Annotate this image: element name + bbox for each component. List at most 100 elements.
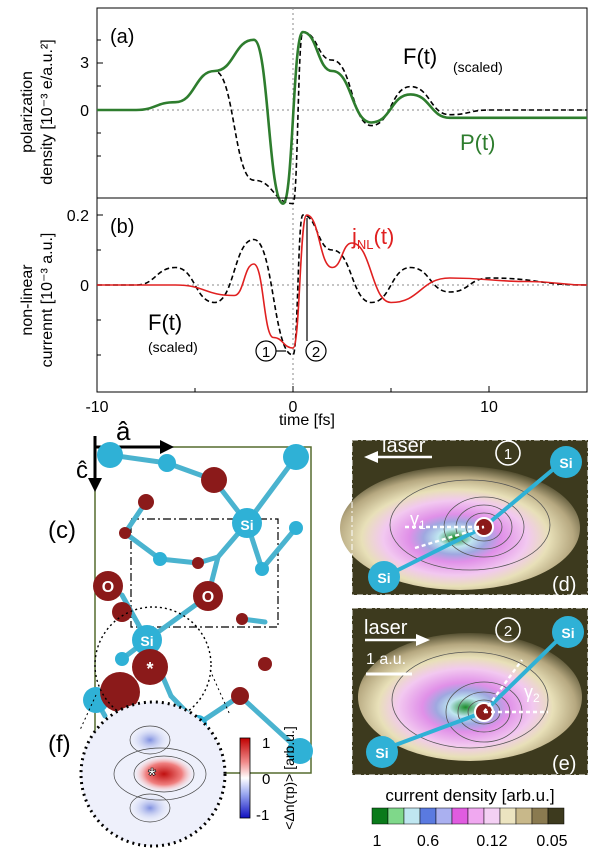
- panel-f-cbar-label: <Δn(τp)> [arb.u.]: [281, 726, 297, 830]
- panel-a-ytick-3: 3: [80, 55, 89, 72]
- xtick-0: 0: [289, 399, 298, 416]
- panel-b-ytick-02: 0.2: [67, 208, 89, 225]
- panel-d-laser: laser: [382, 435, 426, 457]
- panel-b-ylabel-line2: currennt [10⁻³ a.u.]: [39, 233, 56, 368]
- panel-e-laser: laser: [364, 617, 408, 639]
- axis-a-arrowhead: [160, 440, 174, 454]
- panel-f-star: *: [148, 765, 156, 787]
- panel-e-marker-text: 2: [504, 623, 512, 640]
- si-label-2: Si: [140, 633, 153, 649]
- panel-b-ytick-0: 0: [80, 278, 89, 295]
- panel-d: Si Si γ1 laser 1 (d): [340, 435, 589, 596]
- panel-d-bond-upper: [482, 460, 564, 529]
- axis-a-label: â: [116, 416, 131, 446]
- panel-e-marker: [495, 617, 521, 643]
- zoom-box: [130, 518, 279, 628]
- panel-c-label: (c): [48, 517, 76, 544]
- time-xticks: [96, 386, 490, 392]
- current-colorbar-tick-06: 0.6: [417, 833, 439, 850]
- axis-c-arrowhead: [88, 478, 102, 492]
- panel-d-frame: [351, 439, 589, 596]
- xtick-10: 10: [480, 399, 498, 416]
- density-lobe-top: [129, 725, 171, 755]
- panel-e-frame: [351, 607, 589, 776]
- panel-e-si-top-label: Si: [561, 625, 574, 641]
- panel-a-label: (a): [110, 26, 134, 48]
- panel-a-legend-pol: P(t): [460, 130, 495, 155]
- panel-e-contours: [391, 651, 549, 749]
- si-label: Si: [240, 517, 253, 533]
- current-colorbar-tick-005: 0.05: [536, 833, 567, 850]
- panel-b-legend-field-note: (scaled): [148, 339, 198, 355]
- panel-b-legend-field: F(t): [148, 310, 182, 335]
- panel-e-si-top: [552, 616, 584, 648]
- panel-a-ylabel-line2: density [10⁻³ e/a.u.²]: [39, 39, 56, 184]
- panel-d-bond-lower: [383, 525, 485, 579]
- current-colorbar: current density [arb.u.] 1 0.6 0.12 0.05: [371, 786, 568, 850]
- star-marker: *: [146, 659, 153, 679]
- panel-e-laser-arrowhead: [416, 634, 430, 646]
- panel-e-angle: γ2: [524, 682, 540, 705]
- density-lobe-bottom: [129, 793, 171, 823]
- panel-e-si-bottom: [366, 736, 398, 768]
- panel-d-label: (d): [552, 574, 576, 596]
- panel-a-ylabel-line1: polarization: [19, 71, 36, 153]
- panel-e-scale: 1 a.u.: [366, 651, 406, 668]
- panel-d-marker: [495, 440, 521, 466]
- current-colorbar-label: current density [arb.u.]: [385, 786, 554, 805]
- panel-a-legend-field: F(t): [403, 44, 437, 69]
- panel-a-yticks: [97, 39, 103, 157]
- panel-d-angle: γ1: [410, 509, 426, 532]
- panel-b-ylabel: non-linear currennt [10⁻³ a.u.]: [19, 233, 56, 368]
- panel-e-angle-line1: [483, 659, 523, 713]
- panel-e: Si Si γ2 laser 2 1 a.u. (e): [351, 607, 589, 776]
- xtick-minus10: -10: [85, 399, 108, 416]
- panel-f-cbar-tick-m1: -1: [256, 807, 269, 824]
- panel-b-ylabel-line1: non-linear: [19, 264, 36, 336]
- current-colorbar-swatches: [371, 807, 565, 825]
- zoom-line-left: [79, 694, 97, 731]
- panel-f-label: (f): [48, 731, 71, 758]
- panel-b-marker-2-text: 2: [312, 344, 320, 361]
- panel-e-label: (e): [552, 753, 576, 775]
- panel-e-bond-upper: [482, 630, 568, 714]
- panel-a-legend-field-note: (scaled): [453, 59, 503, 75]
- panel-f-colorbar: [239, 737, 251, 819]
- panel-a: 3 0 (a) polarization density [10⁻³ e/a.u…: [19, 7, 588, 392]
- o-atoms: [93, 467, 272, 712]
- panel-b-frame: [96, 197, 588, 393]
- panel-c: â ĉ (c): [48, 416, 313, 774]
- panel-d-laser-arrowhead: [364, 451, 378, 463]
- density-contour: [113, 747, 207, 801]
- panel-d-si-bottom-label: Si: [377, 570, 390, 586]
- panel-b-legend-current: jNL(t): [351, 224, 394, 252]
- panel-f: * (f) 1 0 -1 <Δn(τp)> [arb.u.]: [48, 700, 297, 848]
- axis-c-label: ĉ: [76, 457, 88, 484]
- panel-a-ytick-0: 0: [80, 103, 89, 120]
- panel-e-bond-lower: [381, 710, 485, 752]
- panel-b: 0.2 0 (b) non-linear currennt [10⁻³ a.u.…: [19, 197, 588, 429]
- o-label-2: O: [202, 589, 214, 606]
- panel-d-angle-line1: [414, 525, 485, 550]
- o-label: O: [102, 579, 114, 596]
- panel-e-map: [358, 633, 582, 761]
- panel-b-field-series: [97, 214, 588, 356]
- panel-b-marker-2: [305, 340, 327, 362]
- panel-f-cbar-tick-0: 0: [262, 771, 270, 788]
- density-lobe-red: [133, 755, 195, 793]
- panel-b-marker-1-text: 1: [262, 344, 270, 361]
- panel-b-label: (b): [110, 216, 134, 238]
- panel-d-marker-text: 1: [504, 446, 512, 463]
- panel-a-ylabel: polarization density [10⁻³ e/a.u.²]: [19, 39, 56, 184]
- panel-a-polarization-series: [97, 30, 587, 205]
- panel-f-cbar-tick-1: 1: [262, 735, 270, 752]
- panel-d-si-top-label: Si: [559, 455, 572, 471]
- density-map-border: [79, 700, 227, 848]
- panel-b-current-series: [97, 214, 588, 349]
- x-axis-label: time [fs]: [279, 412, 335, 429]
- panel-d-si-bottom: [368, 561, 400, 593]
- zoom-line-right: [209, 669, 231, 716]
- panel-d-si-top: [550, 446, 582, 478]
- panel-e-si-bottom-label: Si: [375, 745, 388, 761]
